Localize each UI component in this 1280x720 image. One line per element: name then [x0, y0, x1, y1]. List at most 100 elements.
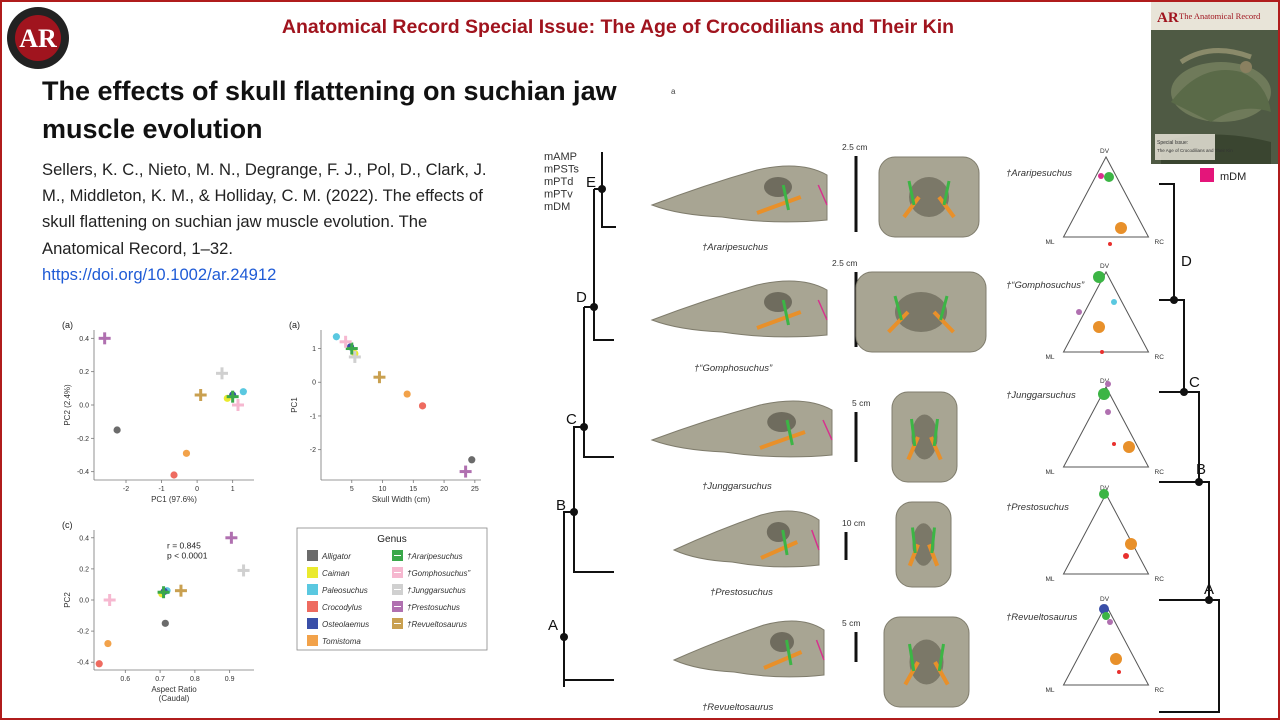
orbit: [764, 177, 792, 197]
skull-row: 5 cm †Revueltosaurus: [672, 616, 970, 713]
muscle-green-caudal: [910, 418, 917, 447]
muscle-magenta: [815, 639, 825, 661]
tree-node: [590, 303, 598, 311]
legend-label: Paleosuchus: [322, 586, 368, 595]
right-node-label-a: A: [1204, 581, 1214, 598]
plot-aspect-ratio: (c) 0.6 0.7 0.8 0.9 -0.4 -0.2 0.0 0.2 0.4 Aspect R…: [62, 520, 254, 703]
citation-block: Sellers, K. C., Nieto, M. N., Degrange, …: [42, 157, 507, 288]
x-axis-label: Skull Width (cm): [372, 495, 431, 504]
muscle-orange-caudal: [907, 543, 920, 567]
scatter-plots-panel: (a) -2 -1 0 1 -0.4 -0.2 0.0 0.2 0.4 PC1 (97.6%) PC2…: [62, 320, 488, 703]
data-point-plus: [459, 465, 472, 478]
scale-label: 2.5 cm: [842, 142, 868, 152]
lateral-skull: [650, 280, 828, 338]
ternary-label-dv: DV: [1100, 263, 1110, 270]
panel-label: (c): [62, 520, 73, 530]
tree-node: [1205, 596, 1213, 604]
y-tick-label: 0.4: [79, 336, 89, 343]
skull-rows: 2.5 cm †Araripesuchus 2.5 cm †“Gomphosuchus…: [650, 142, 987, 713]
muscle-orange-caudal: [932, 310, 955, 334]
y-tick-label: 0.4: [79, 535, 89, 542]
ternary-point: [1112, 442, 1116, 446]
node-label-a: A: [548, 617, 558, 634]
correlation-annotation: r = 0.845: [167, 541, 201, 551]
ternary-taxon-label: †Junggarsuchus: [1006, 390, 1076, 401]
muscle-green: [785, 419, 794, 446]
cover-subtitle-2: The Age of Crocodilians and Their Kin: [1157, 148, 1233, 153]
right-node-label-c: C: [1189, 374, 1200, 391]
legend-swatch: [307, 550, 318, 561]
muscle-green: [781, 529, 789, 556]
legend-swatch: [307, 618, 318, 629]
ternary-label-rc: RC: [1155, 469, 1165, 476]
muscle-green: [781, 299, 790, 326]
orbit: [766, 522, 790, 542]
tree-branch: [583, 427, 614, 458]
panel-label: (a): [62, 320, 73, 330]
doi-link[interactable]: https://doi.org/10.1002/ar.24912: [42, 264, 277, 284]
data-point-plus: [103, 594, 116, 606]
x-tick-label: 1: [231, 486, 235, 493]
ternary-taxon-label: †Revueltosaurus: [1006, 612, 1078, 623]
ternary-point: [1093, 321, 1105, 333]
x-tick-label: 0.7: [155, 676, 165, 683]
y-tick-label: -0.4: [77, 469, 89, 476]
tree-branch: [1159, 299, 1185, 393]
muscle-orange: [756, 195, 802, 215]
skull-row: 5 cm †Junggarsuchus: [650, 391, 958, 492]
header-title: Anatomical Record Special Issue: The Age…: [281, 16, 955, 38]
x-tick-label: 10: [379, 486, 387, 493]
ternary-label-ml: ML: [1046, 687, 1055, 694]
x-tick-label: 25: [471, 486, 479, 493]
x-tick-label: 15: [409, 486, 417, 493]
legend-swatch: [307, 635, 318, 646]
ternary-point: [1098, 388, 1110, 400]
ternary-label-rc: RC: [1155, 576, 1165, 583]
ternary-triangle: [1062, 385, 1150, 468]
x-axis-label: PC1 (97.6%): [151, 495, 197, 504]
y-axis-label: PC2 (2.4%): [63, 384, 72, 426]
data-point: [161, 619, 169, 627]
ternary-plot: DV ML RC †“Gomphosuchus”: [1006, 263, 1164, 361]
data-point: [468, 456, 476, 464]
ternary-label-dv: DV: [1100, 485, 1110, 492]
node-label-c: C: [566, 411, 577, 428]
data-point: [104, 639, 112, 648]
x-tick-label: 5: [350, 486, 354, 493]
ternary-point: [1117, 670, 1121, 674]
tree-branch: [1159, 391, 1200, 483]
muscle-green-caudal: [937, 643, 945, 672]
foramen: [911, 414, 938, 460]
tree-branch: [563, 511, 574, 637]
data-point-plus: [237, 564, 250, 577]
legend-label: Crocodylus: [322, 603, 362, 612]
muscle-green-caudal: [939, 295, 949, 321]
ternary-label-rc: RC: [1155, 354, 1165, 361]
orbit: [764, 292, 792, 312]
muscle-green: [781, 184, 790, 211]
ternary-point: [1110, 653, 1122, 665]
muscle-orange-caudal: [937, 195, 956, 219]
logo-text: AR: [19, 24, 57, 53]
muscle-green-caudal: [932, 418, 939, 447]
data-point-plus: [216, 367, 228, 380]
tree-branch: [573, 426, 584, 512]
taxon-label: †Revueltosaurus: [702, 702, 774, 713]
muscle-orange-caudal: [933, 661, 950, 686]
tree-branch: [593, 307, 614, 341]
legend-label: †Gomphosuchus”: [407, 569, 470, 578]
data-point-plus: [157, 586, 170, 599]
tree-node: [1170, 296, 1178, 304]
tree-branch: [1159, 481, 1210, 601]
legend-label: Osteolaemus: [322, 620, 369, 629]
x-axis-label-2: (Caudal): [159, 694, 190, 703]
ternary-triangle: [1062, 492, 1150, 575]
ternary-label-dv: DV: [1100, 596, 1110, 603]
y-axis-label: PC2: [63, 592, 72, 608]
taxon-label: †Junggarsuchus: [702, 481, 772, 492]
legend-label: †Junggarsuchus: [407, 586, 466, 595]
data-point: [418, 402, 427, 410]
journal-cover-image: AR The Anatomical Record Special Issue: …: [1151, 2, 1278, 164]
muscle-label: mPTd: [544, 176, 573, 188]
